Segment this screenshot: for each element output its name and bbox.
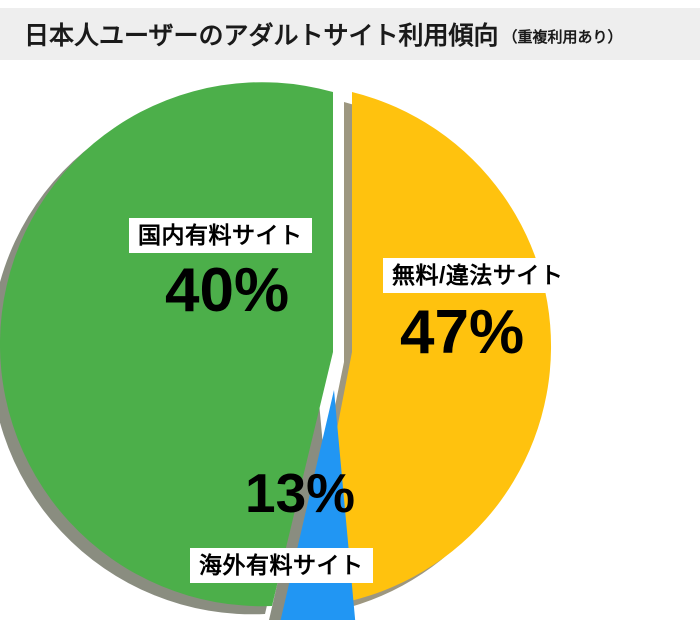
slice-label-overseas: 海外有料サイト — [190, 548, 373, 584]
pie-chart-svg — [0, 82, 552, 620]
slice-value-free: 47% — [400, 298, 525, 367]
slice-value-overseas: 13% — [245, 462, 356, 524]
chart-title-bar: 日本人ユーザーのアダルトサイト利用傾向 （重複利用あり） — [0, 8, 700, 60]
page-title: 日本人ユーザーのアダルトサイト利用傾向 — [24, 22, 499, 50]
slice-label-domestic: 国内有料サイト — [129, 218, 312, 254]
page-title-note: （重複利用あり） — [502, 29, 623, 46]
slice-value-domestic: 40% — [165, 256, 290, 325]
pie-chart: 無料/違法サイト 47% 国内有料サイト 40% 13% 海外有料サイト — [0, 60, 700, 620]
slice-label-free: 無料/違法サイト — [383, 258, 573, 294]
pie-slice-layer — [0, 82, 552, 620]
pie-slice-domestic[interactable] — [0, 82, 333, 607]
pie-slice-free[interactable] — [302, 92, 552, 608]
